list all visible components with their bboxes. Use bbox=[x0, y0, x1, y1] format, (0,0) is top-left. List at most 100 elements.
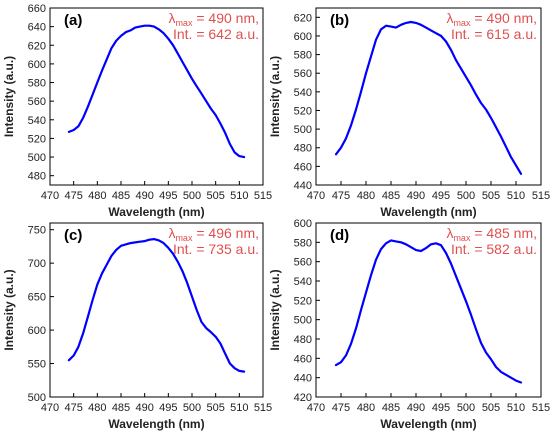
x-tick-label: 500 bbox=[183, 190, 201, 202]
lambda-symbol: λ bbox=[168, 10, 175, 26]
y-tick-label: 620 bbox=[28, 40, 46, 52]
x-tick-label: 485 bbox=[112, 190, 130, 202]
x-tick-label: 480 bbox=[357, 402, 375, 414]
y-tick-label: 480 bbox=[294, 334, 312, 346]
x-axis-label: Wavelength (nm) bbox=[380, 417, 476, 431]
x-tick-label: 515 bbox=[532, 402, 550, 414]
x-tick-label: 510 bbox=[230, 402, 248, 414]
y-tick-label: 500 bbox=[28, 392, 46, 404]
annotation-intensity: Int. = 735 a.u. bbox=[173, 241, 259, 257]
y-tick-label: 600 bbox=[294, 31, 312, 43]
panel-label: (a) bbox=[64, 12, 82, 29]
y-axis-label: Intensity (a.u.) bbox=[268, 269, 282, 350]
x-tick-label: 470 bbox=[41, 402, 59, 414]
y-tick-label: 500 bbox=[28, 152, 46, 164]
series-line bbox=[67, 24, 246, 159]
y-tick-label: 660 bbox=[28, 3, 46, 15]
y-tick-label: 480 bbox=[294, 143, 312, 155]
x-tick-label: 515 bbox=[254, 402, 272, 414]
y-tick-label: 460 bbox=[294, 161, 312, 173]
chart-panel-d: 470 475 480 485 490 495 500 505 510 515 420 440 460 4… bbox=[268, 218, 550, 431]
y-tick-label: 580 bbox=[294, 237, 312, 249]
plot-frame bbox=[315, 7, 542, 186]
annotation-lambda-max: λmax = 490 nm, bbox=[446, 10, 537, 28]
y-tick-label: 500 bbox=[294, 124, 312, 136]
y-tick-label: 480 bbox=[28, 171, 46, 183]
x-axis-label: Wavelength (nm) bbox=[108, 417, 204, 431]
plot-frame bbox=[49, 7, 264, 186]
y-tick-label: 560 bbox=[294, 257, 312, 269]
y-tick-label: 580 bbox=[28, 78, 46, 90]
lambda-symbol: λ bbox=[446, 225, 453, 241]
x-tick-label: 475 bbox=[332, 190, 350, 202]
lambda-symbol: λ bbox=[168, 225, 175, 241]
x-tick-label: 485 bbox=[382, 402, 400, 414]
chart-panel-c: 470 475 480 485 490 495 500 505 510 515 500 550 600 6… bbox=[2, 222, 272, 431]
annotation-lambda-max: λmax = 490 nm, bbox=[168, 10, 259, 28]
x-tick-label: 475 bbox=[64, 190, 82, 202]
y-tick-label: 520 bbox=[28, 133, 46, 145]
lambda-subscript: max bbox=[453, 18, 471, 28]
x-tick-label: 475 bbox=[332, 402, 350, 414]
x-tick-label: 480 bbox=[357, 190, 375, 202]
x-tick-label: 485 bbox=[382, 190, 400, 202]
x-tick-label: 470 bbox=[307, 190, 325, 202]
y-tick-label: 620 bbox=[294, 12, 312, 24]
y-tick-label: 540 bbox=[294, 87, 312, 99]
x-tick-label: 490 bbox=[407, 190, 425, 202]
y-tick-label: 420 bbox=[294, 392, 312, 404]
panel-label: (c) bbox=[64, 227, 82, 244]
annotation-intensity: Int. = 615 a.u. bbox=[451, 26, 537, 42]
y-tick-label: 550 bbox=[28, 359, 46, 371]
x-tick-label: 505 bbox=[206, 190, 224, 202]
y-axis-label: Intensity (a.u.) bbox=[268, 56, 282, 137]
x-tick-label: 480 bbox=[88, 402, 106, 414]
x-tick-label: 510 bbox=[507, 190, 525, 202]
series-line bbox=[67, 238, 246, 373]
x-tick-label: 490 bbox=[407, 402, 425, 414]
y-tick-label: 600 bbox=[294, 218, 312, 230]
y-tick-label: 560 bbox=[294, 68, 312, 80]
x-tick-label: 515 bbox=[532, 190, 550, 202]
y-tick-label: 440 bbox=[294, 373, 312, 385]
x-tick-label: 475 bbox=[64, 402, 82, 414]
lambda-symbol: λ bbox=[446, 10, 453, 26]
y-tick-label: 500 bbox=[294, 315, 312, 327]
x-tick-label: 500 bbox=[183, 402, 201, 414]
x-tick-label: 490 bbox=[135, 402, 153, 414]
y-tick-label: 600 bbox=[28, 59, 46, 71]
y-tick-label: 600 bbox=[28, 325, 46, 337]
series-line bbox=[334, 239, 523, 384]
x-tick-label: 470 bbox=[41, 190, 59, 202]
y-tick-label: 750 bbox=[28, 225, 46, 237]
annotation-intensity: Int. = 642 a.u. bbox=[173, 26, 259, 42]
y-tick-label: 440 bbox=[294, 180, 312, 192]
lambda-value: = 496 nm, bbox=[192, 225, 259, 241]
y-tick-label: 520 bbox=[294, 295, 312, 307]
lambda-value: = 490 nm, bbox=[470, 10, 537, 26]
y-tick-label: 650 bbox=[28, 292, 46, 304]
plot-frame bbox=[49, 222, 264, 398]
x-tick-label: 510 bbox=[507, 402, 525, 414]
x-tick-label: 485 bbox=[112, 402, 130, 414]
lambda-subscript: max bbox=[175, 233, 193, 243]
y-axis-label: Intensity (a.u.) bbox=[2, 56, 16, 137]
plot-frame bbox=[315, 222, 542, 398]
x-tick-label: 505 bbox=[482, 190, 500, 202]
x-tick-label: 495 bbox=[159, 402, 177, 414]
x-tick-label: 510 bbox=[230, 190, 248, 202]
x-tick-label: 505 bbox=[206, 402, 224, 414]
y-tick-label: 540 bbox=[294, 276, 312, 288]
x-tick-label: 470 bbox=[307, 402, 325, 414]
lambda-value: = 490 nm, bbox=[192, 10, 259, 26]
x-tick-label: 480 bbox=[88, 190, 106, 202]
y-tick-label: 560 bbox=[28, 96, 46, 108]
chart-panel-b: 470 475 480 485 490 495 500 505 510 515 440 460 480 5… bbox=[268, 7, 550, 219]
x-tick-label: 505 bbox=[482, 402, 500, 414]
y-tick-label: 460 bbox=[294, 353, 312, 365]
x-tick-label: 490 bbox=[135, 190, 153, 202]
x-axis-label: Wavelength (nm) bbox=[108, 205, 204, 219]
x-tick-label: 495 bbox=[432, 402, 450, 414]
y-axis-label: Intensity (a.u.) bbox=[2, 269, 16, 350]
